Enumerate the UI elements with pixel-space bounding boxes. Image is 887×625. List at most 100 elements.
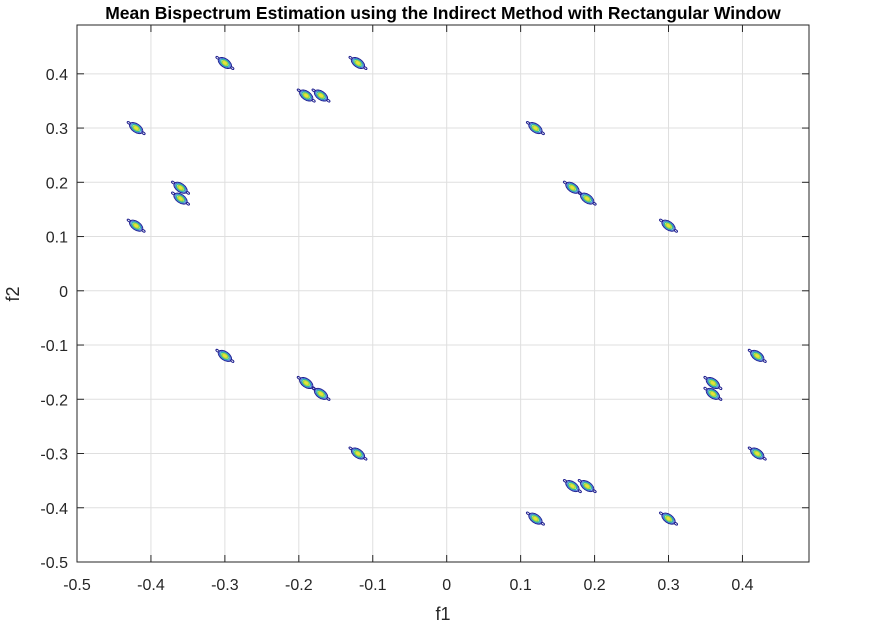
contour-level bbox=[318, 93, 324, 98]
contour-satellite bbox=[348, 446, 353, 451]
contour-peak bbox=[126, 121, 146, 136]
contour-level bbox=[318, 392, 324, 396]
plot-area bbox=[77, 25, 809, 562]
contour-level bbox=[662, 220, 675, 231]
contour-level bbox=[316, 389, 326, 398]
contour-level bbox=[752, 351, 763, 361]
y-tick-labels: -0.5 -0.4 -0.3 -0.2 -0.1 0 0.1 0.2 0.3 0.4 bbox=[40, 67, 68, 572]
y-tick-label: 0 bbox=[59, 284, 68, 301]
contour-peak bbox=[747, 348, 767, 363]
contour-level bbox=[585, 196, 590, 201]
contour-peaks bbox=[126, 55, 767, 526]
chart-title: Mean Bispectrum Estimation using the Ind… bbox=[105, 3, 781, 23]
contour-satellite bbox=[126, 218, 131, 223]
contour-satellite bbox=[673, 521, 678, 526]
contour-satellite bbox=[762, 359, 767, 363]
contour-satellite bbox=[230, 66, 235, 70]
contour-level bbox=[751, 448, 764, 459]
y-tick-label: -0.1 bbox=[40, 338, 68, 355]
x-axis-label: f1 bbox=[435, 604, 450, 624]
contour-level bbox=[755, 451, 760, 456]
contour-satellite bbox=[171, 180, 176, 185]
y-tick-label: -0.4 bbox=[40, 501, 68, 518]
x-gridlines bbox=[76, 25, 743, 562]
contour-level bbox=[316, 91, 326, 100]
contour-level bbox=[666, 223, 671, 228]
contour-level bbox=[175, 194, 186, 203]
y-tick-label: 0.3 bbox=[46, 121, 68, 138]
contour-level bbox=[581, 193, 594, 204]
contour-satellite bbox=[215, 55, 220, 60]
contour-level bbox=[131, 221, 141, 230]
contour-level bbox=[355, 61, 361, 65]
contour-level bbox=[582, 481, 593, 491]
contour-level bbox=[662, 513, 675, 524]
contour-level bbox=[174, 182, 187, 193]
contour-satellite bbox=[540, 131, 545, 136]
contour-level bbox=[220, 351, 230, 361]
contour-level bbox=[533, 126, 538, 130]
contour-satellite bbox=[171, 191, 176, 196]
contour-level bbox=[130, 220, 143, 231]
contour-satellite bbox=[718, 386, 723, 390]
contour-level bbox=[218, 57, 231, 68]
contour-satellite bbox=[673, 229, 678, 233]
x-tick-label: -0.3 bbox=[211, 577, 239, 594]
contour-satellite bbox=[296, 88, 301, 93]
contour-satellite bbox=[348, 55, 353, 60]
contour-peak bbox=[126, 218, 146, 233]
contour-level bbox=[706, 377, 719, 389]
x-tick-label: 0.3 bbox=[657, 577, 679, 594]
x-tick-label: 0 bbox=[442, 577, 451, 594]
contour-level bbox=[581, 481, 594, 492]
contour-peak bbox=[171, 180, 190, 195]
contour-level bbox=[353, 58, 363, 68]
contour-peak bbox=[215, 55, 235, 70]
contour-level bbox=[222, 354, 227, 358]
contour-level bbox=[300, 90, 313, 101]
contour-level bbox=[533, 516, 538, 521]
contour-satellite bbox=[326, 397, 331, 401]
x-tick-label: -0.2 bbox=[285, 577, 313, 594]
contour-satellite bbox=[562, 180, 568, 185]
contour-satellite bbox=[703, 376, 708, 380]
contour-level bbox=[708, 389, 718, 398]
x-tick-marks bbox=[76, 25, 743, 562]
contour-level bbox=[570, 185, 575, 190]
contour-satellite bbox=[577, 191, 582, 196]
contour-level bbox=[566, 182, 579, 193]
contour-level bbox=[706, 388, 719, 399]
contour-peak bbox=[703, 376, 723, 390]
contour-level bbox=[315, 90, 327, 101]
contour-level bbox=[131, 123, 141, 133]
contour-level bbox=[174, 193, 187, 204]
contour-satellite bbox=[311, 386, 316, 391]
contour-satellite bbox=[525, 121, 531, 125]
contour-satellite bbox=[141, 131, 146, 136]
contour-level bbox=[220, 58, 230, 68]
contour-level bbox=[352, 448, 364, 459]
contour-level bbox=[582, 194, 593, 203]
contour-peak bbox=[171, 191, 190, 206]
contour-peak bbox=[659, 511, 678, 526]
contour-satellite bbox=[577, 479, 582, 483]
contour-level bbox=[222, 61, 227, 65]
contour-level bbox=[663, 221, 674, 230]
x-tick-label: -0.1 bbox=[359, 577, 387, 594]
contour-level bbox=[353, 449, 363, 458]
contour-peak bbox=[703, 386, 723, 401]
contour-satellite bbox=[230, 359, 235, 363]
contour-peak bbox=[296, 88, 316, 103]
contour-level bbox=[300, 377, 313, 389]
contour-satellite bbox=[659, 511, 664, 516]
contour-peak bbox=[659, 218, 678, 233]
x-tick-label: 0.2 bbox=[583, 577, 605, 594]
plot-frame bbox=[76, 24, 810, 563]
contour-satellite bbox=[540, 521, 545, 526]
contour-level bbox=[570, 484, 575, 488]
contour-level bbox=[585, 484, 590, 488]
contour-level bbox=[355, 451, 361, 456]
contour-level bbox=[134, 126, 139, 130]
contour-satellite bbox=[296, 376, 301, 380]
